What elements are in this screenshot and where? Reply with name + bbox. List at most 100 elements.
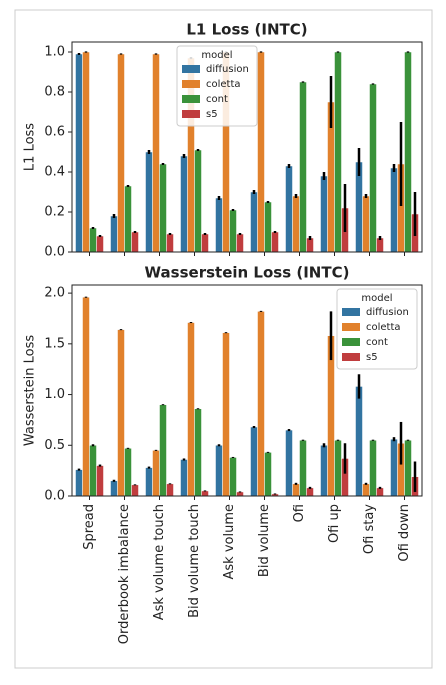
legend-label: cont <box>366 337 388 348</box>
chart-title: L1 Loss (INTC) <box>186 21 307 39</box>
bar <box>180 155 188 253</box>
bar <box>215 197 223 253</box>
legend-title: model <box>201 50 232 61</box>
legend-swatch <box>182 95 200 103</box>
x-tick-label: Ofi <box>292 504 307 522</box>
x-tick-label: Ofi up <box>327 504 342 543</box>
bar <box>187 322 195 497</box>
bar <box>320 175 328 253</box>
bar <box>215 445 223 497</box>
bar <box>362 483 370 497</box>
bar <box>334 439 342 497</box>
legend-swatch <box>182 80 200 88</box>
x-tick-label: Spread <box>82 504 97 550</box>
bar <box>390 167 398 253</box>
bar <box>264 201 272 253</box>
bar <box>229 209 237 253</box>
bar <box>229 457 237 497</box>
legend-title: model <box>361 293 392 304</box>
y-tick-label: 0.6 <box>44 125 65 140</box>
bar <box>257 51 265 253</box>
bar <box>236 233 244 253</box>
bar <box>82 296 90 497</box>
bar <box>390 438 398 497</box>
x-tick-label: Ask volume <box>222 504 237 580</box>
bar <box>292 483 300 497</box>
bar <box>299 81 307 253</box>
bar <box>124 448 132 497</box>
bar <box>96 465 104 497</box>
legend-label: diffusion <box>206 64 249 75</box>
bar <box>299 439 307 497</box>
bar <box>355 386 363 497</box>
bar <box>152 53 160 253</box>
bar <box>152 450 160 497</box>
x-tick-label: Bid volume <box>257 504 272 577</box>
legend-label: coletta <box>366 322 401 333</box>
legend-label: coletta <box>206 79 241 90</box>
x-tick-label: Ask volume touch <box>152 504 167 620</box>
axes-frame <box>71 41 423 253</box>
bar <box>236 491 244 497</box>
bar <box>145 467 153 497</box>
x-tick-label: Ofi stay <box>362 504 377 554</box>
bar <box>180 459 188 497</box>
y-axis-label: L1 Loss <box>23 123 38 171</box>
bar <box>271 231 279 253</box>
legend-swatch <box>342 308 360 316</box>
bar <box>250 426 258 497</box>
bar <box>334 51 342 253</box>
legend-swatch <box>182 65 200 73</box>
bar <box>117 53 125 253</box>
legend-swatch <box>342 323 360 331</box>
y-tick-label: 2.0 <box>44 286 65 301</box>
bar <box>110 215 118 253</box>
bar <box>145 151 153 253</box>
bar <box>201 233 209 253</box>
legend-label: cont <box>206 94 228 105</box>
bar <box>250 191 258 253</box>
y-tick-label: 0.0 <box>44 489 65 504</box>
bar <box>369 83 377 253</box>
bar <box>285 429 293 497</box>
bar <box>285 165 293 253</box>
y-tick-label: 0.4 <box>44 165 65 180</box>
y-tick-label: 0.2 <box>44 205 65 220</box>
bar <box>320 445 328 497</box>
y-tick-label: 0.8 <box>44 85 65 100</box>
bar <box>110 480 118 497</box>
bar <box>194 408 202 497</box>
y-tick-label: 1.0 <box>44 45 65 60</box>
bar <box>257 311 265 497</box>
bar <box>376 237 384 253</box>
legend-label: s5 <box>366 352 378 363</box>
bar <box>166 233 174 253</box>
x-tick-label: Bid volume touch <box>187 504 202 618</box>
bar <box>201 490 209 497</box>
bar <box>159 163 167 253</box>
legend: model diffusion coletta cont s5 <box>176 45 258 127</box>
bar <box>166 483 174 497</box>
legend-swatch <box>342 353 360 361</box>
y-tick-label: 1.5 <box>44 336 65 351</box>
bar <box>124 185 132 253</box>
bar <box>376 487 384 497</box>
legend-swatch <box>182 110 200 118</box>
bar <box>96 235 104 253</box>
bar <box>222 332 230 497</box>
bar <box>194 149 202 253</box>
axes-frame <box>71 284 423 497</box>
y-tick-label: 1.0 <box>44 387 65 402</box>
bar <box>89 227 97 253</box>
bar <box>306 487 314 497</box>
bar <box>362 195 370 253</box>
bar <box>89 445 97 497</box>
legend-swatch <box>342 338 360 346</box>
x-tick-label: Ofi down <box>397 504 412 562</box>
bar <box>306 237 314 253</box>
y-axis-label: Wasserstein Loss <box>23 335 38 446</box>
y-tick-label: 0.5 <box>44 438 65 453</box>
bar <box>75 53 83 253</box>
bar <box>264 452 272 497</box>
